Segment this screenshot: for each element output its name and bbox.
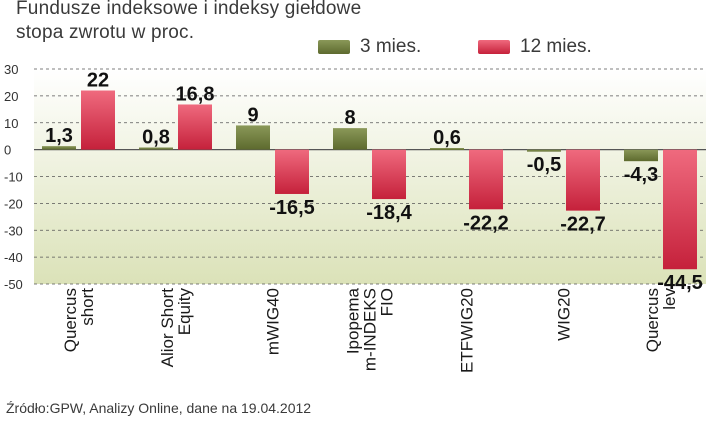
bar-series-2 bbox=[178, 104, 212, 150]
category-label-line: Alior Short bbox=[158, 288, 177, 368]
bar-series-1 bbox=[430, 148, 464, 151]
category-label: ETFWIG20 bbox=[458, 288, 477, 373]
y-tick-label: 10 bbox=[4, 116, 18, 131]
category-label-line: Quercus bbox=[643, 288, 662, 352]
data-label: -22,7 bbox=[560, 214, 606, 236]
data-label: -44,5 bbox=[657, 272, 703, 294]
y-tick-label: -10 bbox=[4, 170, 23, 185]
data-label: 22 bbox=[87, 70, 109, 92]
y-tick-label: -50 bbox=[4, 277, 23, 292]
source-note: Źródło:GPW, Analizy Online, dane na 19.0… bbox=[6, 400, 312, 416]
data-label: 9 bbox=[247, 104, 258, 126]
y-tick-label: -30 bbox=[4, 223, 23, 238]
chart-title-line-1: Fundusze indeksowe i indeksy giełdowe bbox=[16, 0, 362, 19]
bar-series-1 bbox=[333, 128, 367, 150]
category-label-line: Ipopema bbox=[344, 287, 363, 354]
legend-item-12-mies: 12 mies. bbox=[478, 36, 592, 58]
category-label-line: ETFWIG20 bbox=[458, 288, 477, 373]
bar-series-1 bbox=[527, 149, 561, 152]
category-label-line: lev bbox=[660, 288, 679, 310]
bar-series-2 bbox=[566, 149, 600, 211]
category-label-line: mWIG40 bbox=[264, 288, 283, 355]
y-tick-label: 20 bbox=[4, 89, 18, 104]
data-label: 0,8 bbox=[142, 126, 170, 148]
bar-series-2 bbox=[663, 149, 697, 270]
category-label: mWIG40 bbox=[264, 288, 283, 355]
y-tick-label: 0 bbox=[4, 143, 11, 158]
bar-series-1 bbox=[236, 125, 270, 150]
category-label-line: FIO bbox=[378, 288, 397, 316]
data-label: 0,6 bbox=[433, 127, 461, 149]
legend-label-3-mies: 3 mies. bbox=[360, 36, 422, 57]
data-label: 8 bbox=[344, 107, 355, 129]
data-label: -4,3 bbox=[624, 164, 658, 186]
y-tick-label: -20 bbox=[4, 196, 23, 211]
category-label-line: WIG20 bbox=[555, 288, 574, 341]
category-label-line: short bbox=[78, 288, 97, 326]
bar-series-2 bbox=[469, 149, 503, 210]
data-label: 16,8 bbox=[176, 83, 215, 105]
bar-series-2 bbox=[372, 149, 406, 200]
bar-series-1 bbox=[139, 147, 173, 150]
y-tick-label: 30 bbox=[4, 62, 18, 77]
data-label: -0,5 bbox=[527, 154, 561, 176]
data-label: -18,4 bbox=[366, 202, 412, 224]
legend-swatch-12-mies bbox=[478, 40, 510, 54]
category-label: WIG20 bbox=[555, 288, 574, 341]
y-tick-label: -40 bbox=[4, 250, 23, 265]
category-label-line: Equity bbox=[175, 288, 194, 336]
legend-item-3-mies: 3 mies. bbox=[318, 36, 421, 58]
data-label: -22,2 bbox=[463, 212, 509, 234]
bar-series-1 bbox=[624, 149, 658, 162]
data-label: 1,3 bbox=[45, 125, 73, 147]
bar-series-2 bbox=[81, 90, 115, 150]
bar-series-1 bbox=[42, 146, 76, 150]
legend-swatch-3-mies bbox=[318, 40, 350, 54]
bar-series-2 bbox=[275, 149, 309, 194]
legend-label-12-mies: 12 mies. bbox=[520, 36, 592, 57]
data-label: -16,5 bbox=[269, 197, 315, 219]
category-label-line: Quercus bbox=[61, 288, 80, 352]
category-label-line: m-INDEKS bbox=[361, 288, 380, 371]
chart-title-line-2: stopa zwrotu w proc. bbox=[16, 22, 195, 43]
